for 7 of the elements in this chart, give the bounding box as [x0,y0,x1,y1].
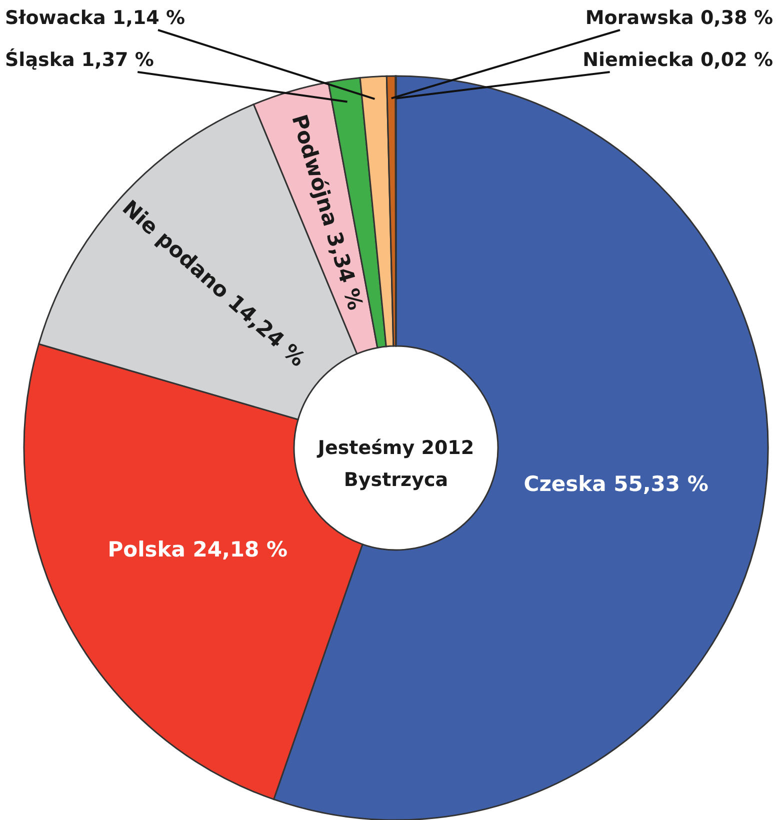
slice-label: Niemiecka 0,02 % [582,49,773,71]
text: Jesteśmy 2012 Bystrzyca [316,437,474,491]
slice-label: Polska 24,18 % [108,537,288,562]
slice-label: Morawska 0,38 % [585,7,773,29]
slice-label: Czeska 55,33 % [524,472,708,496]
slice-label: Słowacka 1,14 % [5,7,186,29]
slice-label: Śląska 1,37 % [5,48,154,71]
